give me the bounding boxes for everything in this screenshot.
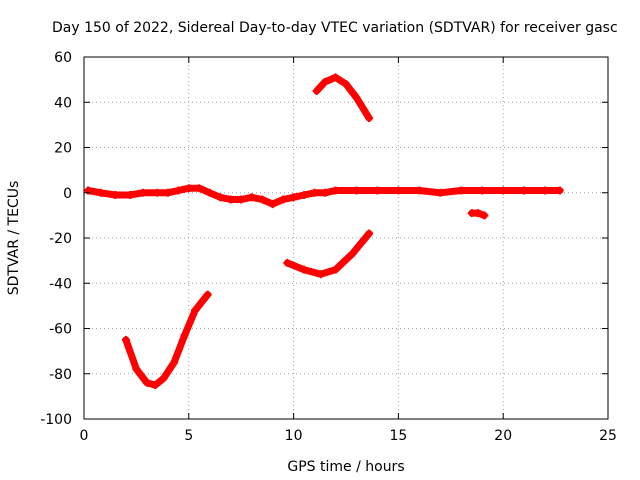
data-point xyxy=(96,188,105,197)
x-tick-label: 15 xyxy=(389,428,407,444)
data-point xyxy=(457,186,466,195)
data-point xyxy=(170,358,179,367)
data-point xyxy=(331,73,340,82)
data-point xyxy=(191,306,200,315)
data-point xyxy=(279,195,288,204)
data-point xyxy=(300,191,309,200)
y-tick-label: -100 xyxy=(40,412,72,428)
data-point xyxy=(121,335,130,344)
data-point xyxy=(268,200,277,209)
data-point xyxy=(205,188,214,197)
y-tick-label: 0 xyxy=(63,186,72,202)
series-middle-arc xyxy=(283,229,374,279)
series-upper-arc xyxy=(312,73,374,123)
chart-title: Day 150 of 2022, Sidereal Day-to-day VTE… xyxy=(52,20,618,36)
x-tick-label: 10 xyxy=(285,428,303,444)
data-point xyxy=(415,186,424,195)
data-point xyxy=(237,195,246,204)
x-axis-label: GPS time / hours xyxy=(287,459,404,475)
data-point xyxy=(138,188,147,197)
data-point xyxy=(153,188,162,197)
data-point xyxy=(480,211,489,220)
data-point xyxy=(247,193,256,202)
data-point xyxy=(142,378,151,387)
data-point xyxy=(331,265,340,274)
x-tick-label: 25 xyxy=(599,428,617,444)
series-trace xyxy=(84,184,564,208)
y-tick-label: -40 xyxy=(49,276,72,292)
data-point xyxy=(348,249,357,258)
data-point xyxy=(310,188,319,197)
data-point xyxy=(520,186,529,195)
data-points xyxy=(84,73,564,390)
data-point xyxy=(283,258,292,267)
series-trace xyxy=(283,230,373,278)
data-point xyxy=(499,186,508,195)
data-point xyxy=(184,184,193,193)
data-point xyxy=(555,186,564,195)
x-tick-label: 0 xyxy=(80,428,89,444)
data-point xyxy=(300,265,309,274)
data-point xyxy=(316,270,325,279)
grid-lines xyxy=(84,57,608,419)
data-point xyxy=(474,209,483,218)
data-point xyxy=(352,186,361,195)
y-tick-label: -60 xyxy=(49,322,72,338)
x-tick-label: 20 xyxy=(494,428,512,444)
series-small-segment xyxy=(467,209,489,220)
data-point xyxy=(321,188,330,197)
y-axis-label: SDTVAR / TECUs xyxy=(6,181,22,296)
axis-ticks: 0 5 10 15 20 25 -100 -80 -60 -40 -20 0 20 40 60 xyxy=(40,50,617,444)
data-point xyxy=(352,93,361,102)
data-point xyxy=(436,188,445,197)
data-point xyxy=(216,193,225,202)
x-tick-label: 5 xyxy=(184,428,193,444)
data-point xyxy=(226,195,235,204)
y-tick-label: -80 xyxy=(49,367,72,383)
data-point xyxy=(365,114,374,123)
y-tick-label: 60 xyxy=(54,50,72,66)
data-point xyxy=(180,331,189,340)
data-point xyxy=(342,80,350,89)
series-lower-arc xyxy=(121,290,212,390)
data-point xyxy=(394,186,403,195)
data-point xyxy=(151,381,160,390)
data-point xyxy=(159,374,168,383)
series-trace xyxy=(313,73,373,122)
data-point xyxy=(126,191,135,200)
data-point xyxy=(331,186,340,195)
data-point xyxy=(478,186,487,195)
plot-frame xyxy=(83,56,609,420)
y-tick-label: 40 xyxy=(54,95,72,111)
data-point xyxy=(203,290,212,299)
data-point xyxy=(132,365,141,374)
data-point xyxy=(258,195,267,204)
data-point xyxy=(312,86,321,95)
data-point xyxy=(174,186,183,195)
data-point xyxy=(365,229,374,238)
series-near-zero-band xyxy=(84,184,564,209)
y-tick-label: -20 xyxy=(49,231,72,247)
data-point xyxy=(541,186,550,195)
y-tick-label: 20 xyxy=(54,141,72,157)
data-point xyxy=(111,191,120,200)
data-point xyxy=(373,186,382,195)
data-point xyxy=(289,193,298,202)
data-point xyxy=(321,77,330,86)
data-point xyxy=(163,188,172,197)
data-point xyxy=(195,184,204,193)
